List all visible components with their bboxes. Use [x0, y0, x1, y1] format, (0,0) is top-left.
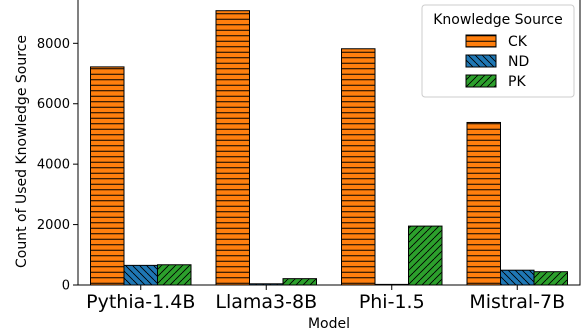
legend-label-pk: PK: [508, 74, 526, 90]
y-axis-title: Count of Used Knowledge Source: [14, 35, 30, 268]
x-axis-title: Model: [308, 316, 350, 332]
bar-hatch-pk-pythia-1.4b: [157, 264, 192, 286]
y-tick-label: 0: [62, 279, 70, 294]
legend-label-nd: ND: [508, 54, 529, 70]
bar-hatch-ck-phi-1.5: [341, 48, 376, 286]
bar-hatch-pk-phi-1.5: [408, 225, 443, 286]
x-axis: Pythia-1.4B Llama3-8B Phi-1.5 Mistral-7B: [86, 285, 565, 313]
x-tick-label: Mistral-7B: [469, 291, 565, 313]
bar-hatch-nd-pythia-1.4b: [123, 264, 158, 286]
legend: Knowledge Source CK ND PK: [421, 4, 575, 98]
bar-hatch-nd-mistral-7b: [500, 269, 535, 286]
bar-hatch-ck-mistral-7b: [466, 121, 501, 286]
legend-box: [421, 4, 575, 98]
x-tick-label: Llama3-8B: [215, 291, 317, 313]
legend-swatch-hatch-nd: [465, 54, 497, 68]
y-tick-label: 8000: [37, 37, 70, 52]
bar-hatch-pk-mistral-7b: [533, 271, 568, 286]
bar-hatch-ck-llama3-8b: [215, 10, 250, 286]
y-tick-label: 6000: [37, 97, 70, 112]
y-axis: 0 2000 4000 6000 8000: [37, 37, 78, 294]
plot-frame: [77, 0, 581, 286]
y-tick-label: 2000: [37, 218, 70, 233]
x-tick-label: Pythia-1.4B: [86, 291, 195, 313]
bar-hatch-pk-llama3-8b: [282, 278, 317, 286]
bar-hatch-ck-pythia-1.4b: [90, 66, 125, 286]
legend-items: CK ND PK: [465, 34, 529, 90]
bars-group: [90, 10, 568, 286]
legend-swatch-hatch-pk: [465, 74, 497, 88]
legend-swatch-hatch-ck: [465, 34, 497, 48]
x-tick-label: Phi-1.5: [359, 291, 425, 313]
legend-title: Knowledge Source: [433, 12, 563, 28]
legend-label-ck: CK: [508, 34, 528, 50]
y-tick-label: 4000: [37, 158, 70, 173]
